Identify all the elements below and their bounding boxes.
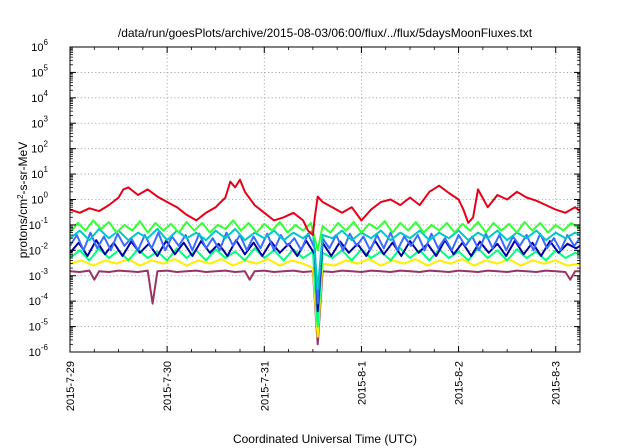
- series-line-2: [69, 219, 581, 252]
- plot-frame: [69, 46, 581, 353]
- y-tick-label-base: 10: [29, 271, 41, 283]
- y-tick-label: 102: [31, 140, 48, 156]
- y-tick-label-exp: -4: [41, 292, 49, 301]
- y-tick-label: 10-2: [29, 241, 49, 257]
- y-axis-label: protons/cm2-s-sr-MeV: [16, 142, 31, 258]
- y-tick-label: 10-1: [29, 216, 49, 232]
- y-tick-label-exp: 3: [44, 114, 49, 123]
- x-tick-labels: 2015-7-29 2015-7-30 2015-7-31 2015-8-1 2015-…: [65, 361, 563, 411]
- y-tick-label-base: 10: [29, 347, 41, 359]
- x-tick-label: 2015-7-29: [65, 361, 77, 411]
- y-tick-labels: 10610510410310210110010-110-210-310-410-…: [29, 38, 49, 359]
- y-tick-label-exp: 2: [44, 140, 49, 149]
- y-tick-label: 101: [31, 165, 48, 181]
- gridlines: [69, 46, 580, 353]
- y-tick-label: 10-4: [29, 292, 49, 308]
- y-tick-label-exp: -6: [41, 343, 49, 352]
- y-tick-label-exp: 5: [44, 63, 49, 72]
- series-line-3: [69, 227, 581, 290]
- y-tick-label-base: 10: [29, 220, 41, 232]
- y-tick-label: 10-3: [29, 267, 49, 283]
- y-tick-label-exp: -3: [41, 267, 49, 276]
- y-tick-label-exp: -1: [41, 216, 49, 225]
- series-layer: [69, 178, 581, 346]
- y-tick-label-exp: -5: [41, 318, 49, 327]
- y-tick-label-base: 10: [29, 245, 41, 257]
- y-tick-label-base: 10: [31, 118, 43, 130]
- y-tick-label-base: 10: [29, 322, 41, 334]
- y-tick-label-exp: 1: [44, 165, 49, 174]
- y-tick-label: 106: [31, 38, 48, 54]
- y-tick-label-base: 10: [31, 93, 43, 105]
- x-axis-label: Coordinated Universal Time (UTC): [233, 432, 417, 446]
- y-tick-label-exp: 4: [44, 89, 49, 98]
- series-line-1: [69, 178, 581, 236]
- y-tick-label-base: 10: [31, 169, 43, 181]
- x-tick-label: 2015-7-31: [259, 361, 271, 411]
- x-tick-label: 2015-7-30: [162, 361, 174, 411]
- y-tick-label-base: 10: [31, 195, 43, 207]
- y-axis-label-prefix: protons/cm: [16, 199, 30, 258]
- series-line-6: [69, 247, 581, 328]
- y-tick-label-base: 10: [31, 67, 43, 79]
- x-tick-label: 2015-8-2: [454, 361, 466, 405]
- series-line-4: [69, 231, 581, 305]
- x-tick-label: 2015-8-1: [356, 361, 368, 405]
- y-tick-label: 105: [31, 63, 48, 79]
- y-axis-label-sup: 2: [16, 194, 25, 199]
- y-tick-label-exp: 6: [44, 38, 49, 47]
- y-tick-label-base: 10: [31, 144, 43, 156]
- x-tick-label: 2015-8-3: [551, 361, 563, 405]
- y-tick-label: 104: [31, 89, 48, 105]
- y-tick-label: 10-6: [29, 343, 49, 359]
- y-tick-label: 10-5: [29, 318, 49, 334]
- series-line-8: [69, 269, 580, 346]
- y-tick-label-base: 10: [29, 296, 41, 308]
- y-axis-label-suffix: -s-sr-MeV: [16, 142, 30, 195]
- y-tick-label: 103: [31, 114, 48, 130]
- y-tick-label-exp: 0: [44, 191, 49, 200]
- y-tick-label: 100: [31, 191, 48, 207]
- y-tick-label-base: 10: [31, 42, 43, 54]
- y-tick-label-exp: -2: [41, 241, 49, 250]
- chart-title: /data/run/goesPlots/archive/2015-08-03/0…: [118, 26, 533, 40]
